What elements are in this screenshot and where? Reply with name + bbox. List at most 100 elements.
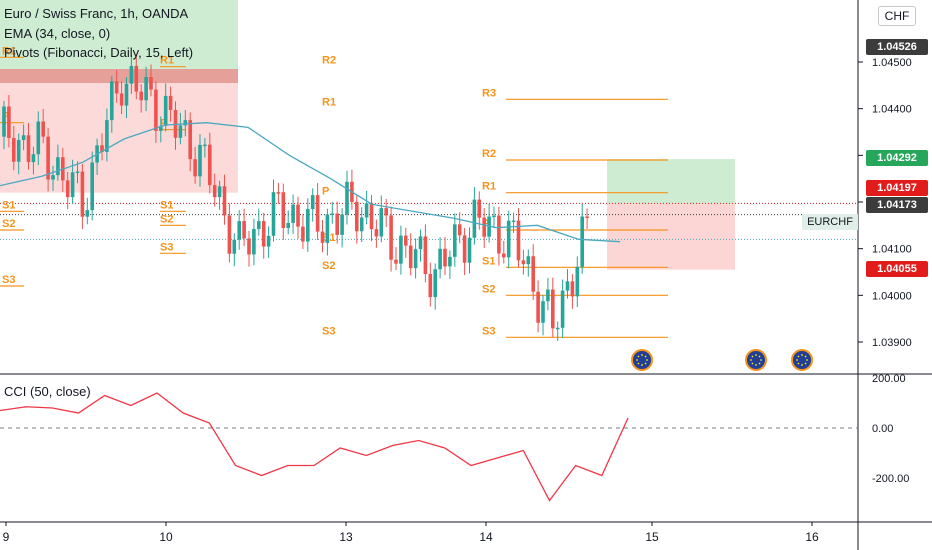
eu-star (637, 362, 640, 365)
candle-body (355, 201, 359, 232)
eu-flag-icon (791, 349, 813, 371)
cci-pane: 200.00 0.00 -200.00 (0, 373, 909, 502)
candle-body (315, 195, 320, 232)
candle-body (85, 210, 90, 217)
candle-body (208, 144, 212, 186)
candle-body (325, 214, 330, 243)
candle-body (36, 121, 41, 155)
candle-body (560, 290, 565, 328)
candle-body (252, 228, 256, 255)
candle-body (291, 204, 295, 223)
candle-body (408, 245, 413, 269)
candle-body (31, 154, 36, 163)
event-marker[interactable] (631, 349, 653, 371)
eu-star (755, 364, 757, 366)
candle-body (359, 217, 364, 232)
candle-body (423, 236, 428, 274)
price-badge-current: 1.04173 (866, 197, 928, 213)
candle-body (541, 301, 545, 323)
eu-star (758, 355, 761, 358)
pivot-label-10-s1: S1 (160, 199, 173, 211)
pivot-label-14-r3: R3 (482, 87, 496, 99)
x-tick-label: 13 (339, 530, 353, 544)
candle-body (7, 106, 11, 138)
candle-body (26, 135, 31, 163)
pivots-legend[interactable]: Pivots (Fibonacci, Daily, 15, Left) (4, 45, 194, 60)
candle-body (364, 203, 369, 218)
event-marker[interactable] (745, 349, 767, 371)
candle-body (193, 159, 197, 177)
eu-star (644, 355, 647, 358)
pivot-label-13-r1: R1 (322, 97, 336, 109)
candle-body (134, 65, 139, 92)
candle-body (516, 220, 521, 261)
candle-body (531, 256, 535, 292)
y-tick-label: 1.04400 (872, 104, 912, 116)
event-marker[interactable] (791, 349, 813, 371)
pivot-label-9-s3: S3 (2, 274, 15, 286)
candle-body (374, 229, 379, 237)
candle-body (551, 289, 555, 329)
eu-star (806, 359, 808, 361)
ema-line (0, 122, 621, 243)
zone-loss (607, 203, 735, 270)
candle-body (124, 83, 129, 106)
candle-body (580, 216, 584, 267)
candle-body (369, 203, 374, 230)
candle-body (188, 120, 192, 160)
candle-body (330, 213, 335, 215)
x-tick-label: 16 (805, 530, 819, 544)
candle-body (232, 239, 237, 254)
candle-body (526, 256, 531, 265)
eu-star (750, 359, 752, 361)
ema-legend[interactable]: EMA (34, close, 0) (4, 26, 111, 41)
pivot-label-9-s2: S2 (2, 218, 15, 230)
y-tick-label: 1.04500 (872, 57, 912, 69)
candle-body (497, 215, 501, 254)
candle-body (565, 281, 570, 291)
event-markers[interactable] (631, 349, 813, 371)
candle-body (149, 77, 153, 90)
eu-star (755, 354, 757, 356)
pivot-label-10-p: P (160, 118, 167, 130)
candle-body (404, 235, 408, 246)
candle-body (492, 215, 496, 218)
ema-series-line (0, 122, 621, 243)
candle-body (462, 235, 467, 263)
eu-star (646, 359, 648, 361)
candle-body (394, 259, 398, 264)
candle-body (257, 221, 261, 229)
candle-body (247, 238, 251, 255)
candle-body (21, 135, 26, 140)
y-tick-label: 1.04000 (872, 290, 912, 302)
candle-body (472, 199, 477, 238)
candle-body (281, 192, 286, 228)
pivot-label-13-s3: S3 (322, 325, 335, 337)
candle-body (433, 269, 437, 298)
eu-star (801, 354, 803, 356)
currency-button[interactable]: CHF (878, 6, 916, 26)
x-tick-label: 15 (645, 530, 659, 544)
candle-body (482, 217, 486, 237)
candle-body (227, 215, 232, 254)
candle-body (217, 186, 222, 198)
candle-body (178, 125, 183, 138)
candle-body (310, 195, 315, 210)
candle-body (536, 291, 540, 323)
candle-body (335, 213, 339, 235)
candle-body (448, 256, 452, 267)
candle-body (168, 95, 173, 110)
candle-body (16, 139, 21, 162)
candle-body (575, 266, 580, 297)
price-badge-stop: 1.04055 (866, 261, 928, 277)
candle-body (271, 192, 276, 236)
cci-legend[interactable]: CCI (50, close) (4, 384, 91, 399)
eu-star (751, 355, 754, 358)
candle-body (80, 171, 85, 217)
candle-body (418, 236, 423, 250)
pivot-lines: R1PS1S2S3R1PS1S2S3R2R1PS1S2S3R3R2R1PS1S2… (0, 45, 668, 338)
candle-body (340, 214, 344, 235)
candle-body (41, 121, 45, 137)
eu-star (641, 364, 643, 366)
